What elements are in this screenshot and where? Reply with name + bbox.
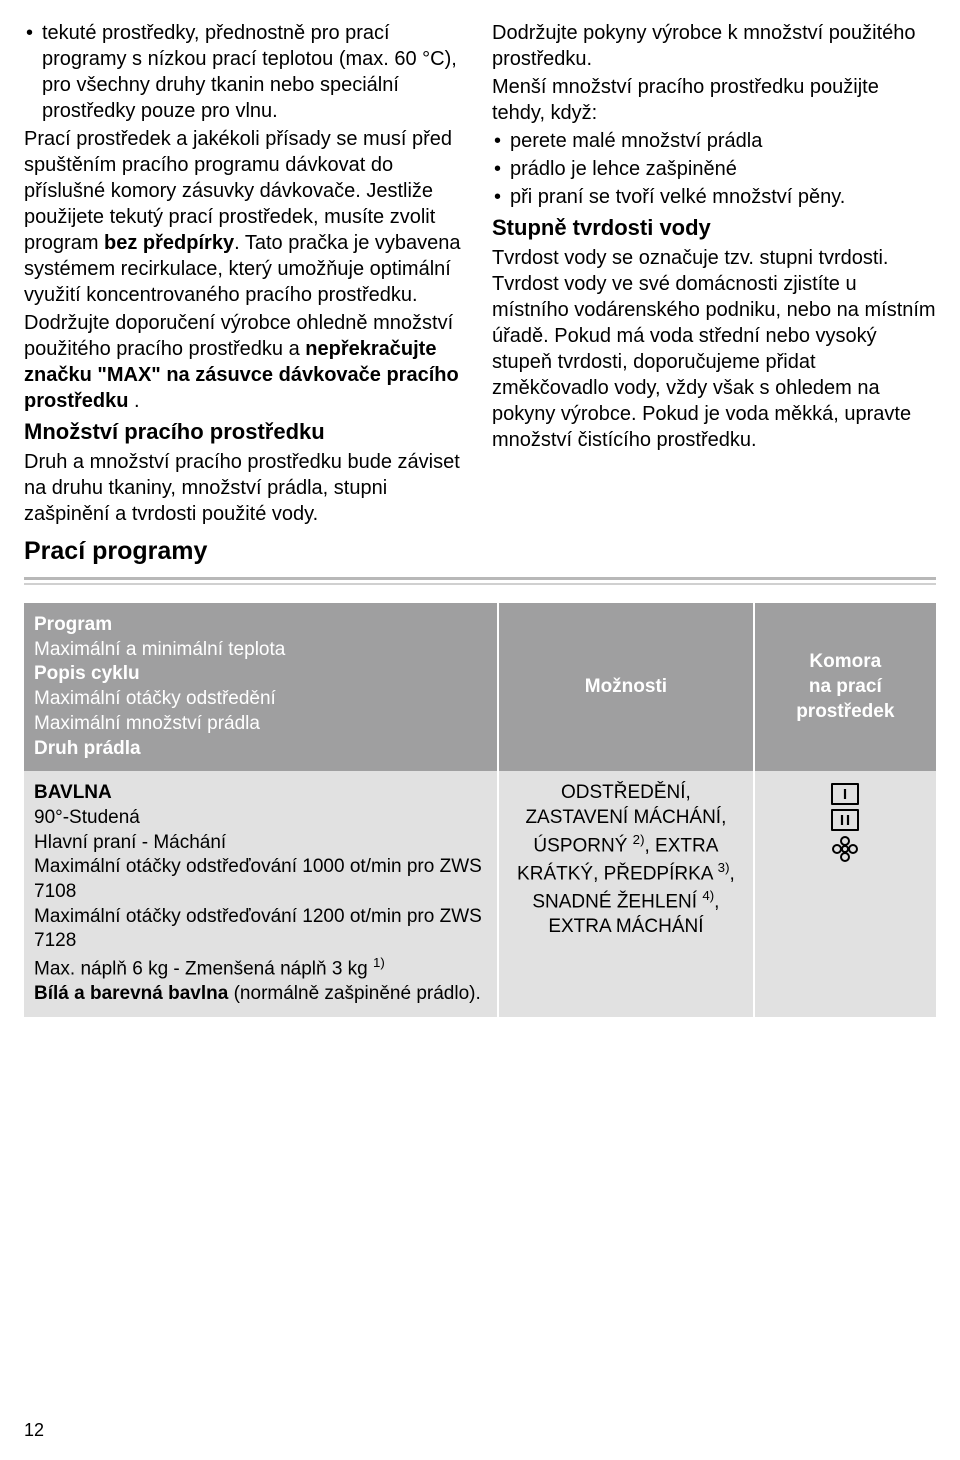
left-para-1: Prací prostředek a jakékoli přísady se m… [24, 126, 468, 308]
right-para-2: Menší množství pracího prostředku použij… [492, 74, 936, 126]
right-para-3: Tvrdost vody se označuje tzv. stupni tvr… [492, 245, 936, 453]
th-program-l6: Druh prádla [34, 737, 487, 762]
page-number: 12 [24, 1419, 44, 1442]
left-bullet-list: tekuté prostředky, přednostně pro prací … [24, 20, 468, 124]
left-column: tekuté prostředky, přednostně pro prací … [24, 20, 468, 571]
th-program-l2: Maximální a minimální teplota [34, 638, 487, 663]
left-para-1b: bez předpírky [104, 232, 234, 254]
softener-flower-icon [831, 835, 859, 863]
left-subhead-1: Množství pracího prostředku [24, 418, 468, 447]
right-subhead-1: Stupně tvrdosti vody [492, 214, 936, 243]
right-para-1: Dodržujte pokyny výrobce k množství použ… [492, 20, 936, 72]
left-para-3: Druh a množství pracího prostředku bude … [24, 449, 468, 527]
th-compartment: Komora na prací prostředek [754, 603, 936, 771]
left-para-2: Dodržujte doporučení výrobce ohledně mno… [24, 310, 468, 414]
compartment-1-icon [831, 783, 859, 805]
program-table-header: Program Maximální a minimální teplota Po… [24, 603, 936, 771]
td-program: BAVLNA90°-StudenáHlavní praní - MácháníM… [24, 771, 498, 1017]
right-bullet-2: prádlo je lehce zašpiněné [492, 156, 936, 182]
table-row: BAVLNA90°-StudenáHlavní praní - MácháníM… [24, 771, 936, 1017]
left-para-2c: . [128, 390, 139, 412]
text-columns: tekuté prostředky, přednostně pro prací … [24, 20, 936, 571]
section-heading: Prací programy [24, 535, 468, 568]
th-comp-l1: Komora [765, 650, 926, 675]
right-bullet-list: perete malé množství prádla prádlo je le… [492, 128, 936, 210]
program-table: Program Maximální a minimální teplota Po… [24, 603, 936, 1017]
th-program-l4: Maximální otáčky odstředění [34, 687, 487, 712]
right-bullet-3: při praní se tvoří velké množství pěny. [492, 184, 936, 210]
section-rule [24, 577, 936, 585]
th-program-l1: Program [34, 613, 487, 638]
th-program: Program Maximální a minimální teplota Po… [24, 603, 498, 771]
th-options: Možnosti [498, 603, 753, 771]
td-options: ODSTŘEDĚNÍ, ZASTAVENÍ MÁCHÁNÍ, ÚSPORNÝ 2… [498, 771, 753, 1017]
th-comp-l2: na prací [765, 675, 926, 700]
td-compartment [754, 771, 936, 1017]
left-bullet: tekuté prostředky, přednostně pro prací … [24, 20, 468, 124]
th-program-l3: Popis cyklu [34, 662, 487, 687]
th-program-l5: Maximální množství prádla [34, 712, 487, 737]
compartment-2-icon [831, 809, 859, 831]
right-bullet-1: perete malé množství prádla [492, 128, 936, 154]
th-comp-l3: prostředek [765, 700, 926, 725]
right-column: Dodržujte pokyny výrobce k množství použ… [492, 20, 936, 571]
